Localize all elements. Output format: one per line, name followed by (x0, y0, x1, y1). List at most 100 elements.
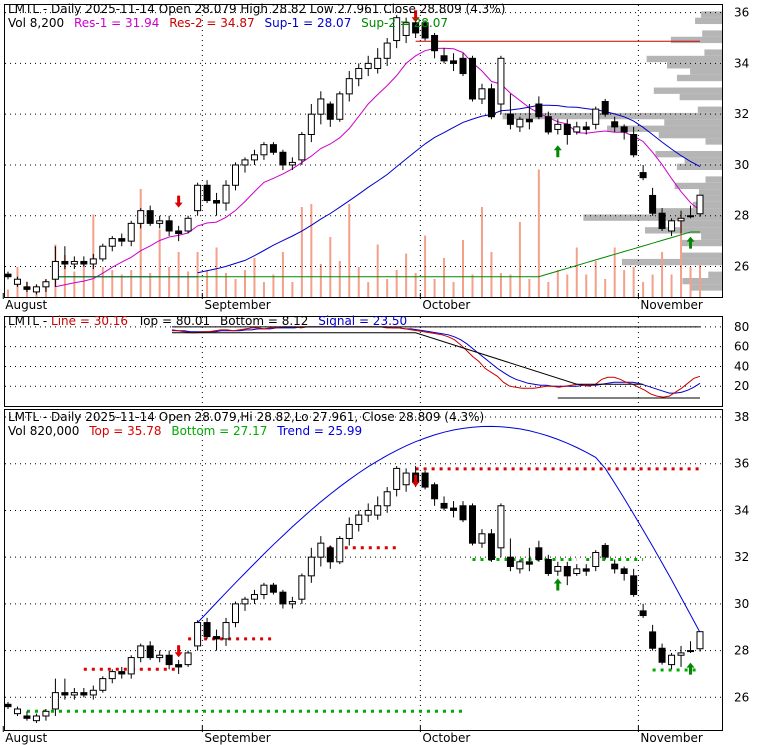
trend-candle (99, 678, 107, 691)
trend-candle (630, 575, 638, 596)
osc-y-tick: 40 (734, 359, 749, 373)
volume-bar (537, 169, 540, 297)
trend-candle (108, 671, 116, 680)
volume-bar (367, 282, 370, 297)
volume-profile-bar (704, 49, 722, 56)
res2-label: Res-2 = 34.87 (169, 16, 254, 30)
price-candle (4, 273, 12, 278)
volume-bar (310, 204, 313, 297)
volume-bar (462, 240, 465, 297)
trend-y-tick: 30 (734, 597, 749, 611)
price-header-volume: Vol 8,200 (8, 16, 64, 30)
svg-text:Vol 820,000 Top = 35.78: Vol 820,000 Top = 35.78 Bottom = 27.17 T… (8, 424, 362, 438)
volume-bar (443, 258, 446, 297)
trend-candle (51, 692, 59, 710)
volume-bar (300, 207, 303, 297)
volume-bar (632, 267, 635, 297)
price-panel-frame (4, 4, 723, 298)
volume-bar (262, 282, 265, 297)
volume-bar (253, 258, 256, 297)
volume-bar (177, 252, 180, 297)
volume-profile-bar (701, 195, 722, 202)
price-candle (61, 260, 69, 265)
volume-bar (661, 252, 664, 297)
price-candle (402, 22, 410, 36)
volume-bar (206, 270, 209, 297)
price-candle (241, 159, 249, 166)
volume-profile-bar (645, 227, 722, 234)
volume-profile-bar (664, 119, 722, 126)
volume-bar (111, 270, 114, 297)
osc-top-label: Top = 80.01 (137, 314, 210, 328)
trend-candle (497, 505, 505, 549)
price-candle (13, 278, 21, 285)
trend-candle (156, 654, 164, 659)
price-candle (70, 260, 78, 265)
price-x-label: October (422, 298, 470, 312)
price-candle (649, 194, 657, 214)
svg-text:LMTL - Line = 30.16 T: LMTL - Line = 30.16 Top = 80.01 Bottom =… (8, 314, 407, 328)
volume-profile-bar (653, 87, 722, 94)
price-candle (51, 260, 59, 280)
volume-bar (699, 264, 701, 297)
trend-candle (544, 558, 552, 575)
price-candle (250, 154, 258, 161)
price-x-label: August (5, 298, 47, 312)
price-candle (393, 17, 401, 42)
trend-candle (468, 505, 476, 544)
price-candle (478, 88, 486, 100)
trend-candle (687, 650, 695, 653)
trend-candle (402, 472, 410, 486)
sell-arrow (174, 645, 183, 658)
volume-bar (471, 274, 474, 297)
price-candle (630, 133, 638, 156)
trend-candle (440, 502, 448, 509)
trend-candle (32, 715, 40, 722)
volume-profile-bar (697, 106, 722, 113)
trend-candle (383, 491, 391, 507)
volume-bar (234, 279, 237, 297)
trend-candle (260, 584, 268, 596)
price-candle (99, 245, 107, 260)
trend-candle (317, 542, 325, 558)
volume-bar (680, 214, 683, 297)
volume-bar (556, 270, 559, 297)
trend-x-label: October (422, 731, 470, 745)
volume-profile-bar (667, 62, 722, 69)
trend-candle (184, 652, 192, 666)
price-candle (431, 34, 439, 52)
volume-bar (509, 274, 512, 297)
volume-profile-bar (684, 157, 722, 164)
trend-x-label: November (640, 731, 702, 745)
volume-profile-bar (502, 112, 722, 120)
trend-candle (592, 551, 600, 567)
osc-main-line (172, 326, 701, 398)
trend-candle (194, 622, 202, 647)
volume-bar (689, 267, 692, 297)
price-candle (203, 184, 211, 202)
volume-profile-bar (652, 208, 722, 215)
volume-profile-bar (701, 11, 722, 18)
volume-bar (386, 279, 389, 297)
trend-x-label: September (204, 731, 270, 745)
price-candle (288, 161, 296, 166)
sup2-line (55, 231, 700, 278)
trend-candle (573, 568, 581, 575)
price-candle (506, 113, 514, 125)
trend-line-label: Trend = 25.99 (276, 424, 362, 438)
volume-bar (319, 264, 322, 297)
volume-profile-bar (676, 74, 722, 82)
volume-bar (196, 252, 199, 297)
trend-line (197, 425, 701, 633)
trend-candle (146, 645, 154, 659)
price-candle (175, 230, 183, 235)
price-candle (535, 103, 543, 118)
price-y-tick: 32 (734, 107, 749, 121)
price-candle (440, 55, 448, 62)
volume-profile-bar (705, 138, 722, 145)
volume-bar (480, 207, 483, 297)
trend-header-title: LMTL - Daily 2025-11-14 Open 28.079,Hi 2… (8, 410, 484, 424)
price-candle (573, 126, 581, 133)
volume-bar (338, 261, 341, 297)
price-y-tick: 30 (734, 158, 749, 172)
